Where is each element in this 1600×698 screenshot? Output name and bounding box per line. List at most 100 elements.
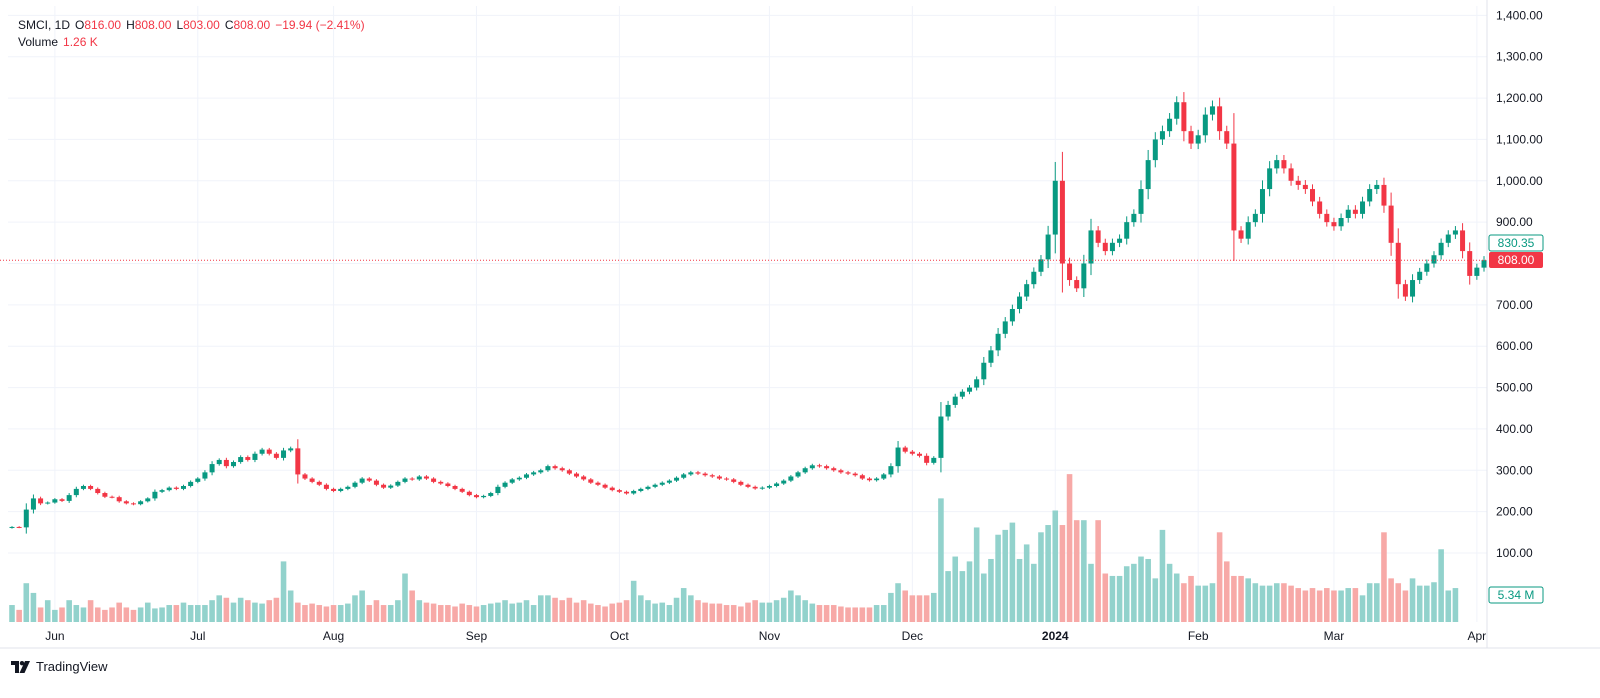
volume-bar <box>1202 585 1209 622</box>
candle-up <box>73 486 79 498</box>
volume-bar <box>473 606 480 622</box>
volume-bar <box>688 595 694 622</box>
volume-bar <box>202 605 208 622</box>
candle-down <box>702 472 708 477</box>
volume-bar <box>1366 583 1373 622</box>
candle-up <box>538 468 544 474</box>
price-axis[interactable]: 1,400.00 1,300.00 1,200.00 1,100.00 1,000.00… <box>1496 8 1543 560</box>
volume-bar <box>1452 588 1459 622</box>
candle-up <box>1195 129 1201 150</box>
candle-down <box>1295 175 1301 190</box>
candle-up <box>1267 161 1273 197</box>
candle-down <box>323 483 329 491</box>
volume-bar <box>1145 558 1151 622</box>
candle-up <box>809 463 815 470</box>
tradingview-branding[interactable]: TradingView <box>11 659 108 674</box>
candle-down <box>1281 154 1287 174</box>
open-value: 816.00 <box>84 18 122 32</box>
symbol-label[interactable]: SMCI, 1D <box>18 18 71 32</box>
time-axis[interactable]: JunJulAugSepOctNovDec2024FebMarAprMay <box>45 629 1600 643</box>
volume-bar <box>359 590 365 622</box>
candle-down <box>595 481 601 487</box>
candle-up <box>288 446 294 453</box>
candle-up <box>80 484 86 491</box>
candle-up <box>188 480 194 488</box>
volume-bar <box>509 603 515 622</box>
candle-down <box>123 500 129 505</box>
candle-down <box>38 496 44 506</box>
candle-down <box>1324 209 1330 227</box>
volume-bar <box>1188 575 1194 622</box>
candle-down <box>831 466 837 472</box>
volume-bar <box>823 605 830 622</box>
volume-value: 1.26 K <box>63 35 98 49</box>
candle-up <box>995 328 1001 357</box>
candle-down <box>1402 279 1408 301</box>
candle-up <box>681 472 687 480</box>
candle-down <box>824 464 830 470</box>
candle-down <box>1074 276 1080 292</box>
candle-up <box>1345 205 1351 223</box>
price-tick-label: 300.00 <box>1496 463 1533 477</box>
candle-up <box>967 385 973 395</box>
volume-bar <box>830 605 837 622</box>
candle-down <box>1352 205 1358 219</box>
candle-down <box>88 484 94 491</box>
candle-down <box>909 449 915 456</box>
candle-up <box>1131 209 1137 227</box>
candle-down <box>581 475 587 481</box>
volume-bar <box>609 603 616 622</box>
candle-up <box>652 483 658 489</box>
volume-bar <box>1281 583 1287 622</box>
candle-down <box>373 479 379 487</box>
volume-bar <box>709 603 716 622</box>
volume-bar <box>588 603 594 622</box>
candle-up <box>1031 267 1037 289</box>
volume-bar <box>280 561 287 622</box>
candle-down <box>552 464 558 470</box>
candle-down <box>616 488 622 494</box>
time-tick-label: Jul <box>190 629 205 643</box>
candle-down <box>1395 228 1401 299</box>
candle-up <box>1424 259 1430 276</box>
volume-bar <box>759 602 766 622</box>
volume-bar <box>1445 590 1452 622</box>
candle-down <box>1467 242 1473 285</box>
volume-bar <box>866 607 873 622</box>
candle-up <box>1159 125 1165 145</box>
volume-bar <box>1302 590 1309 622</box>
volume-bar <box>373 600 380 622</box>
candle-up <box>281 447 287 461</box>
time-tick-label: Mar <box>1324 629 1345 643</box>
candle-up <box>1088 218 1094 276</box>
volume-bar <box>52 609 58 622</box>
current-price-label: 808.00 <box>1498 253 1535 267</box>
candle-down <box>1238 226 1244 243</box>
volume-bar <box>1223 561 1230 622</box>
candle-up <box>1038 255 1044 277</box>
volume-bar <box>59 607 65 622</box>
candle-down <box>302 472 308 481</box>
candle-up <box>495 484 501 496</box>
candle-up <box>645 485 651 491</box>
volume-bar <box>616 602 623 622</box>
candle-up <box>531 470 537 476</box>
volume-bar <box>245 600 251 622</box>
candle-up <box>202 470 208 481</box>
candle-up <box>759 486 765 490</box>
volume-bar <box>852 607 858 622</box>
volume-bar <box>230 602 237 622</box>
volume-bar <box>1031 563 1037 622</box>
volume-bar <box>673 597 680 622</box>
volume-bar <box>1095 520 1101 622</box>
candle-up <box>216 458 222 466</box>
candle-down <box>1095 226 1101 248</box>
candle-down <box>130 502 136 506</box>
candle-up <box>138 500 144 506</box>
candle-up <box>1481 256 1487 272</box>
candle-up <box>1081 254 1087 298</box>
candle-down <box>1217 97 1223 140</box>
candle-down <box>102 491 108 499</box>
volume-bar <box>580 600 587 622</box>
